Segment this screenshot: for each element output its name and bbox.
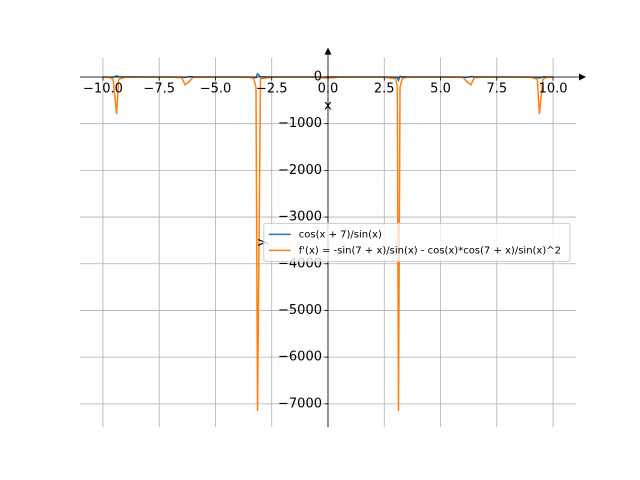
y-tick-label: −5000 bbox=[278, 303, 322, 318]
x-axis-label: x bbox=[324, 98, 332, 113]
y-tick-label: 0 bbox=[314, 69, 322, 84]
x-tick-label: 7.5 bbox=[486, 81, 507, 96]
y-tick-label: −6000 bbox=[278, 350, 322, 365]
x-tick-label: −10.0 bbox=[83, 81, 123, 96]
x-tick-label: −2.5 bbox=[256, 81, 288, 96]
y-tick-label: −3000 bbox=[278, 210, 322, 225]
x-tick-label: 5.0 bbox=[430, 81, 451, 96]
x-tick-label: 0.0 bbox=[318, 81, 339, 96]
x-tick-label: 10.0 bbox=[539, 81, 568, 96]
data-line bbox=[102, 76, 554, 411]
x-axis-arrow bbox=[579, 73, 586, 81]
legend: cos(x + 7)/sin(x) f'(x) = -sin(7 + x)/sin… bbox=[263, 222, 571, 262]
y-axis-label: y bbox=[255, 238, 270, 246]
x-tick-label: 2.5 bbox=[374, 81, 395, 96]
y-tick-label: −1000 bbox=[278, 116, 322, 131]
y-tick-label: −2000 bbox=[278, 163, 322, 178]
legend-box bbox=[263, 222, 571, 262]
x-tick-label: −5.0 bbox=[200, 81, 232, 96]
legend-label: cos(x + 7)/sin(x) bbox=[299, 229, 382, 240]
x-tick-label: −7.5 bbox=[143, 81, 175, 96]
y-axis-arrow bbox=[324, 47, 332, 55]
legend-label: f'(x) = -sin(7 + x)/sin(x) - cos(x)*cos(… bbox=[299, 245, 561, 256]
y-tick-label: −7000 bbox=[278, 396, 322, 411]
